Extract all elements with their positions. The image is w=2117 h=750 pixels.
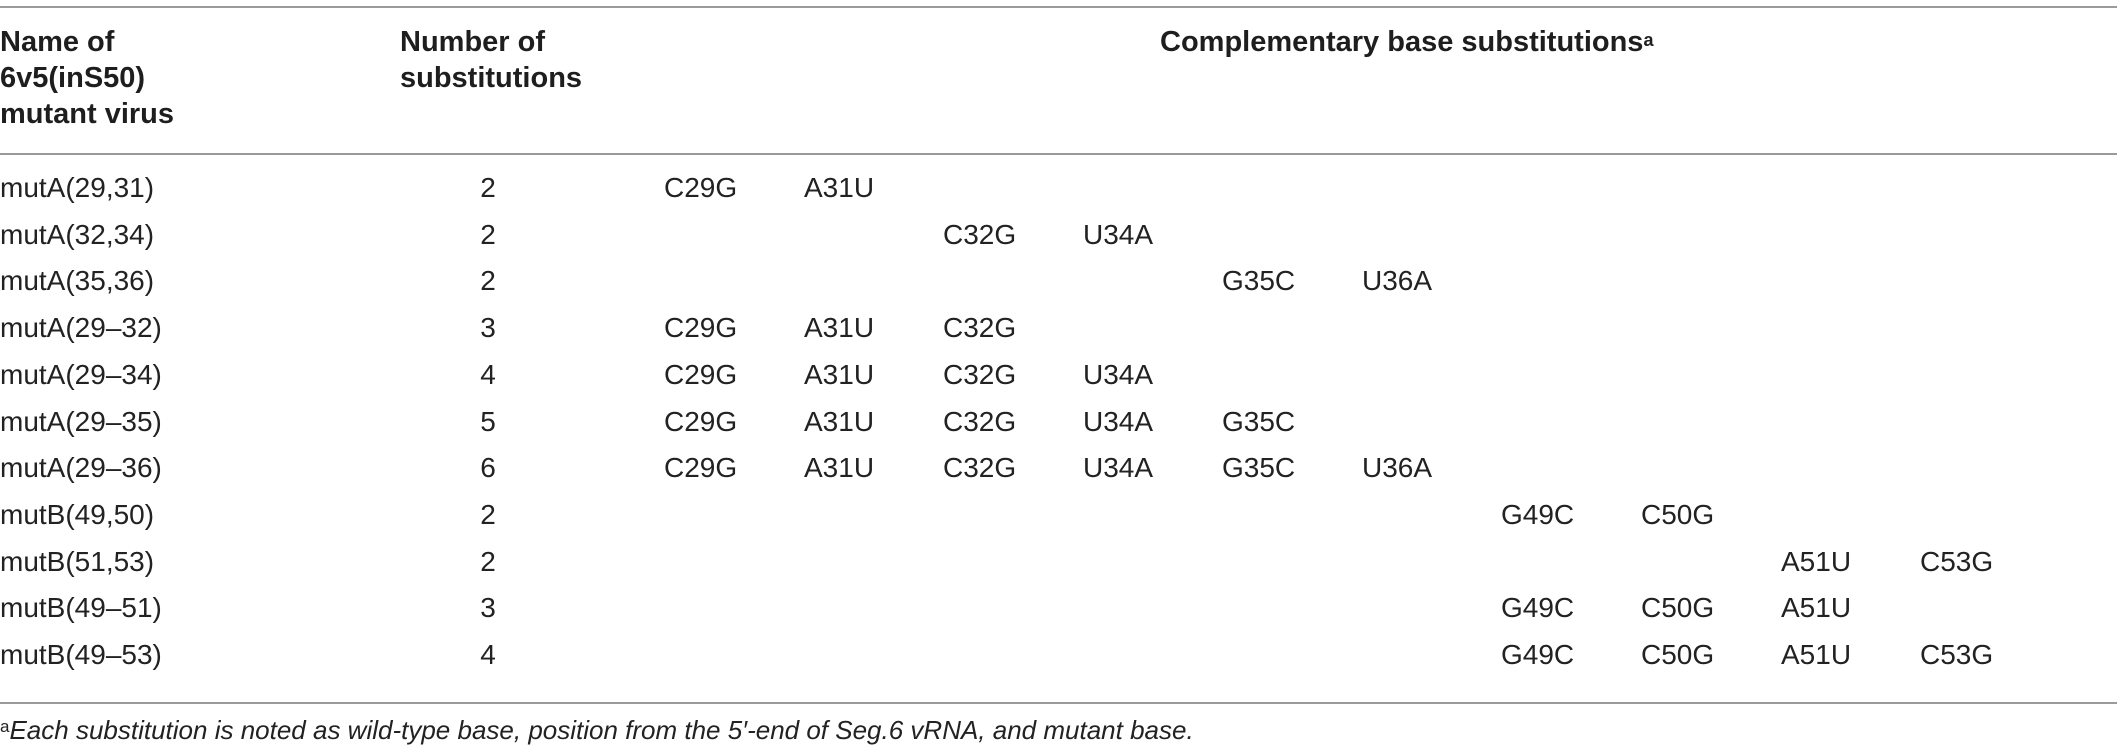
substitution-cell: U34A (1083, 452, 1154, 484)
mutant-name-cell: mutB(49–51) (0, 592, 162, 624)
substitution-cell: U34A (1083, 358, 1154, 390)
header-name-line: 6v5(inS50) (0, 62, 146, 94)
substitution-cell: A31U (804, 405, 875, 437)
table-row: mutA(29–34) 4 C29G A31U C32G U34A (0, 351, 2117, 398)
header-subs-text: Complementary base substitutions (1160, 26, 1644, 58)
substitution-cell: U34A (1083, 405, 1154, 437)
header-complementary-substitutions: Complementary base substitutionsa (1160, 24, 1653, 60)
substitution-count-cell: 3 (480, 312, 496, 344)
table-row: mutA(29–35) 5 C29G A31U C32G U34A G35C (0, 398, 2117, 445)
header-name-line: mutant virus (0, 98, 175, 130)
header-name-line: Name of (0, 26, 115, 58)
table-row: mutB(51,53) 2 A51U C53G (0, 538, 2117, 585)
header-mutant-name: Name of 6v5(inS50) mutant virus (0, 24, 300, 132)
substitution-count-cell: 6 (480, 452, 496, 484)
substitution-cell: C50G (1641, 592, 1715, 624)
mutant-name-cell: mutA(32,34) (0, 218, 155, 250)
substitution-cell: C29G (664, 172, 738, 203)
substitution-cell: C29G (664, 358, 738, 390)
footnote-marker: a (0, 717, 10, 736)
substitution-cell: C29G (664, 452, 738, 484)
substitution-cell: A31U (804, 312, 875, 344)
header-rule (0, 153, 2117, 155)
substitution-count-cell: 2 (480, 498, 496, 530)
substitution-cell: C32G (943, 358, 1017, 390)
substitution-cell: C53G (1920, 639, 1994, 670)
substitution-cell: A31U (804, 358, 875, 390)
table-row: mutA(29–32) 3 C29G A31U C32G (0, 304, 2117, 351)
mutant-name-cell: mutA(29–35) (0, 405, 162, 437)
footnote-text: Each substitution is noted as wild-type … (9, 715, 1194, 745)
header-count-line: Number of (400, 26, 545, 58)
mutant-name-cell: mutA(29–36) (0, 452, 162, 484)
footnote-marker: a (1643, 30, 1654, 50)
table-row: mutA(29,31) 2 C29G A31U (0, 164, 2117, 211)
mutant-name-cell: mutB(49–53) (0, 639, 162, 670)
table-row: mutA(35,36) 2 G35C U36A (0, 257, 2117, 304)
mutant-name-cell: mutB(51,53) (0, 545, 155, 577)
substitution-cell: C29G (664, 312, 738, 344)
header-substitution-count: Number of substitutions (400, 24, 650, 96)
substitution-cell: A31U (804, 452, 875, 484)
table-row: mutA(32,34) 2 C32G U34A (0, 211, 2117, 258)
table-row: mutB(49–53) 4 G49C C50G A51U C53G (0, 631, 2117, 678)
substitution-cell: C50G (1641, 498, 1715, 530)
substitution-count-cell: 2 (480, 172, 496, 203)
substitution-cell: A51U (1781, 545, 1852, 577)
substitution-cell: G35C (1222, 265, 1296, 297)
table-row: mutA(29–36) 6 C29G A31U C32G U34A G35C U36A (0, 444, 2117, 491)
mutant-name-cell: mutA(29–34) (0, 358, 162, 390)
header-count-line: substitutions (400, 62, 583, 94)
substitution-cell: C29G (664, 405, 738, 437)
substitution-cell: C32G (943, 312, 1017, 344)
substitution-cell: C53G (1920, 545, 1994, 577)
substitution-cell: A51U (1781, 639, 1852, 670)
substitution-cell: U34A (1083, 218, 1154, 250)
substitution-cell: C50G (1641, 639, 1715, 670)
substitution-cell: U36A (1362, 452, 1433, 484)
substitution-cell: G35C (1222, 405, 1296, 437)
substitution-cell: U36A (1362, 265, 1433, 297)
mutant-name-cell: mutB(49,50) (0, 498, 155, 530)
substitution-count-cell: 4 (480, 639, 496, 670)
substitution-count-cell: 4 (480, 358, 496, 390)
mutant-name-cell: mutA(35,36) (0, 265, 155, 297)
substitution-count-cell: 3 (480, 592, 496, 624)
substitution-count-cell: 2 (480, 265, 496, 297)
substitution-cell: C32G (943, 452, 1017, 484)
substitution-cell: G49C (1501, 498, 1575, 530)
substitution-cell: A51U (1781, 592, 1852, 624)
table-row: mutB(49–51) 3 G49C C50G A51U (0, 584, 2117, 631)
mutant-name-cell: mutA(29–32) (0, 312, 162, 344)
substitution-cell: G49C (1501, 639, 1575, 670)
substitution-count-cell: 2 (480, 545, 496, 577)
substitution-cell: C32G (943, 405, 1017, 437)
table-bottom-rule (0, 702, 2117, 704)
substitution-cell: G49C (1501, 592, 1575, 624)
table-row: mutB(49,50) 2 G49C C50G (0, 491, 2117, 538)
substitution-count-cell: 5 (480, 405, 496, 437)
substitution-cell: C32G (943, 218, 1017, 250)
substitution-cell: A31U (804, 172, 875, 203)
table-footnote: aEach substitution is noted as wild-type… (0, 714, 1194, 746)
substitution-cell: G35C (1222, 452, 1296, 484)
mutant-name-cell: mutA(29,31) (0, 172, 155, 203)
table-top-rule (0, 6, 2117, 8)
substitution-count-cell: 2 (480, 218, 496, 250)
